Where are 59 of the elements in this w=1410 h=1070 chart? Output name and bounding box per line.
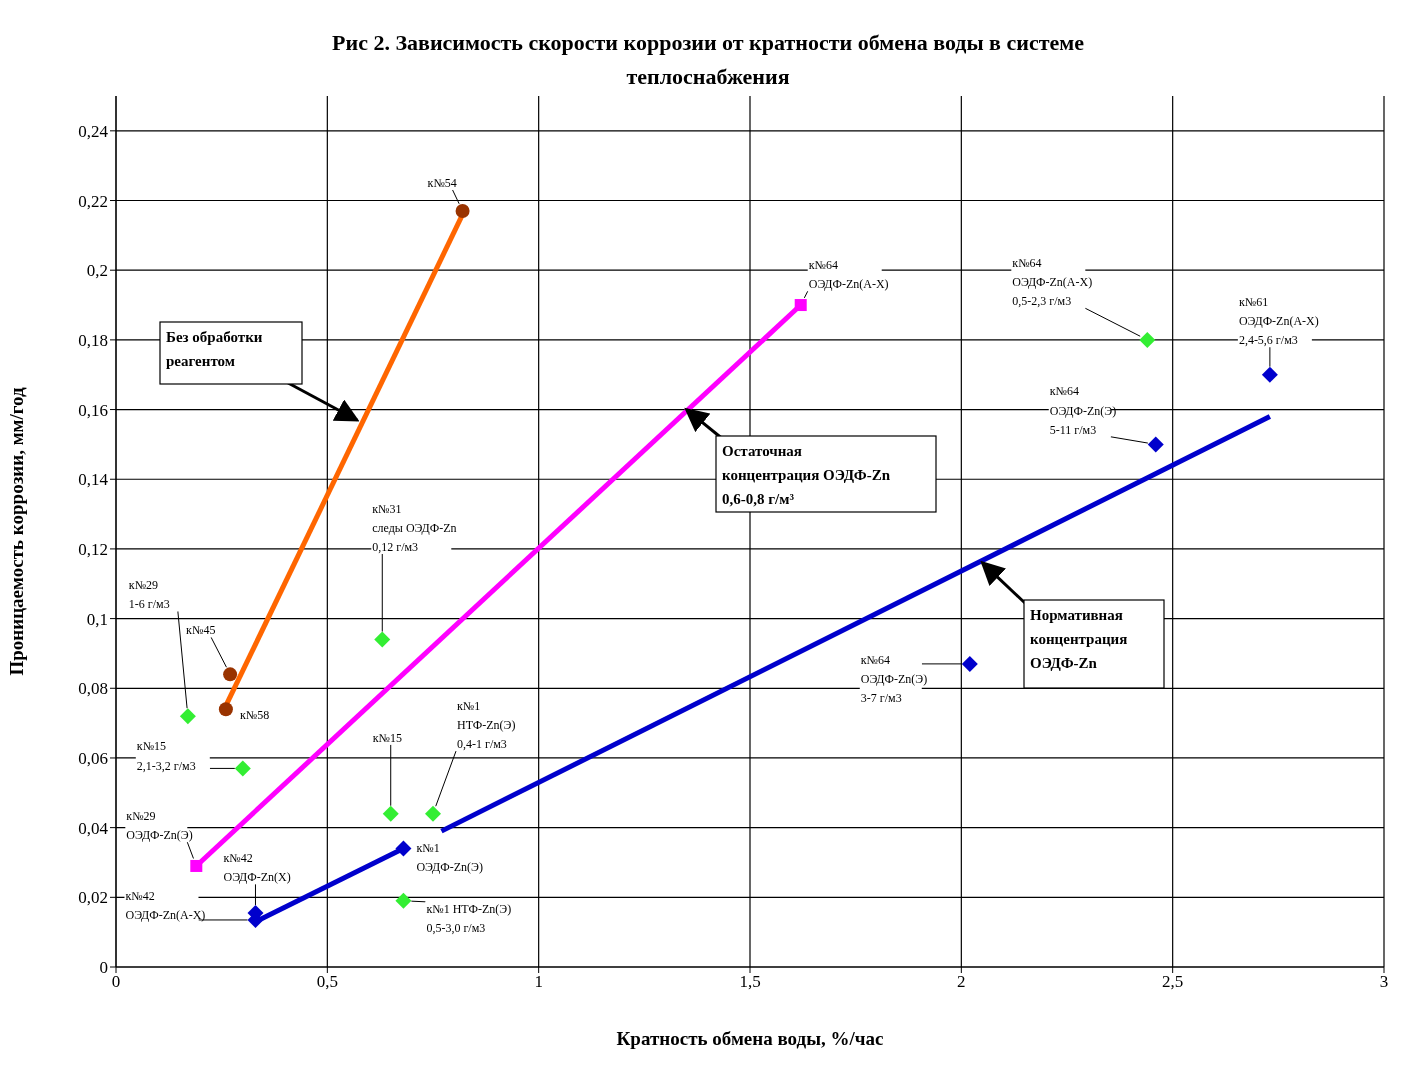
point (961, 655, 978, 672)
y-tick-label: 0,08 (78, 679, 108, 699)
annotation: к№42 ОЭДФ-Zn(Х) (223, 851, 291, 885)
chart-title: Рис 2. Зависимость скорости коррозии от кратности обмена воды в системе теплоснабжения (331, 29, 1085, 91)
y-tick-label: 0,02 (78, 888, 108, 908)
x-tick-label: 2,5 (1162, 972, 1184, 992)
annotation: к№1 ОЭДФ-Zn(Э) (416, 840, 483, 874)
annotation: к№61 ОЭДФ-Zn(А-Х) 2,4-5,6 г/м3 (1238, 294, 1319, 348)
annotation: Остаточная концентрация ОЭДФ-Zn 0,6-0,8 г/м³ (722, 443, 891, 507)
annotation: к№42 ОЭДФ-Zn(А-Х) (125, 888, 206, 923)
x-tick-label: 0,5 (316, 972, 338, 992)
annotation: Нормативная концентрация ОЭДФ-Zn (1030, 607, 1128, 671)
point (425, 805, 441, 822)
point (234, 760, 251, 777)
x-axis-title: Кратность обмена воды, %/час (616, 1028, 884, 1049)
annotation: к№15 2,1-3,2 г/м3 (136, 739, 196, 773)
y-tick-label: 0,12 (78, 539, 108, 559)
x-tick-label: 1,5 (739, 972, 761, 992)
y-axis-title: Проницаемость коррозии, мм/год (5, 387, 27, 676)
annotation: к№58 (239, 708, 270, 723)
point (190, 859, 203, 872)
y-tick-label: 0,1 (86, 609, 108, 629)
annotation: к№31 следы ОЭДФ-Zn 0,12 г/м3 (372, 501, 457, 554)
annotation: к№64 ОЭДФ-Zn(А-Х) (808, 258, 889, 292)
annotation: к№45 (186, 623, 216, 638)
annotation: к№64 ОЭДФ-Zn(Э) 3-7 г/м3 (860, 652, 928, 706)
annotation: к№1 НТФ-Zn(Э) 0,5-3,0 г/м3 (426, 901, 512, 935)
point (1139, 331, 1156, 348)
annotation: к№64 ОЭДФ-Zn(Э) 5-11 г/м3 (1049, 384, 1117, 437)
y-tick-label: 0,16 (78, 400, 108, 420)
point (1261, 366, 1278, 383)
y-tick-label: 0,04 (78, 818, 109, 838)
annotation: к№29 1-6 г/м3 (128, 578, 170, 612)
point (374, 631, 391, 648)
point (395, 840, 412, 857)
y-tick-label: 0,18 (78, 330, 108, 350)
point (395, 892, 412, 909)
annotation: к№15 (372, 730, 403, 745)
point (794, 299, 807, 312)
y-tick-label: 0,06 (78, 748, 108, 768)
point (455, 203, 470, 218)
point (218, 702, 233, 717)
point (1147, 436, 1164, 453)
annotation: Без обработки реагентом (166, 329, 263, 369)
y-tick-label: 0,14 (78, 470, 109, 490)
x-tick-label: 1 (534, 972, 543, 992)
annotation: к№64 ОЭДФ-Zn(А-Х) 0,5-2,3 г/м3 (1012, 255, 1093, 309)
y-tick-label: 0 (99, 958, 108, 978)
y-tick-label: 0,2 (86, 261, 108, 281)
x-tick-label: 2 (957, 972, 966, 992)
y-tick-label: 0,22 (78, 191, 108, 211)
point (179, 708, 196, 725)
y-tick-label: 0,24 (78, 121, 109, 141)
annotation: к№29 ОЭДФ-Zn(Э) (126, 808, 193, 843)
point (223, 667, 238, 682)
annotation: к№1 НТФ-Zn(Э) 0,4-1 г/м3 (457, 698, 516, 752)
annotation: к№54 (427, 175, 457, 190)
point (382, 805, 399, 822)
x-tick-label: 3 (1379, 972, 1389, 992)
